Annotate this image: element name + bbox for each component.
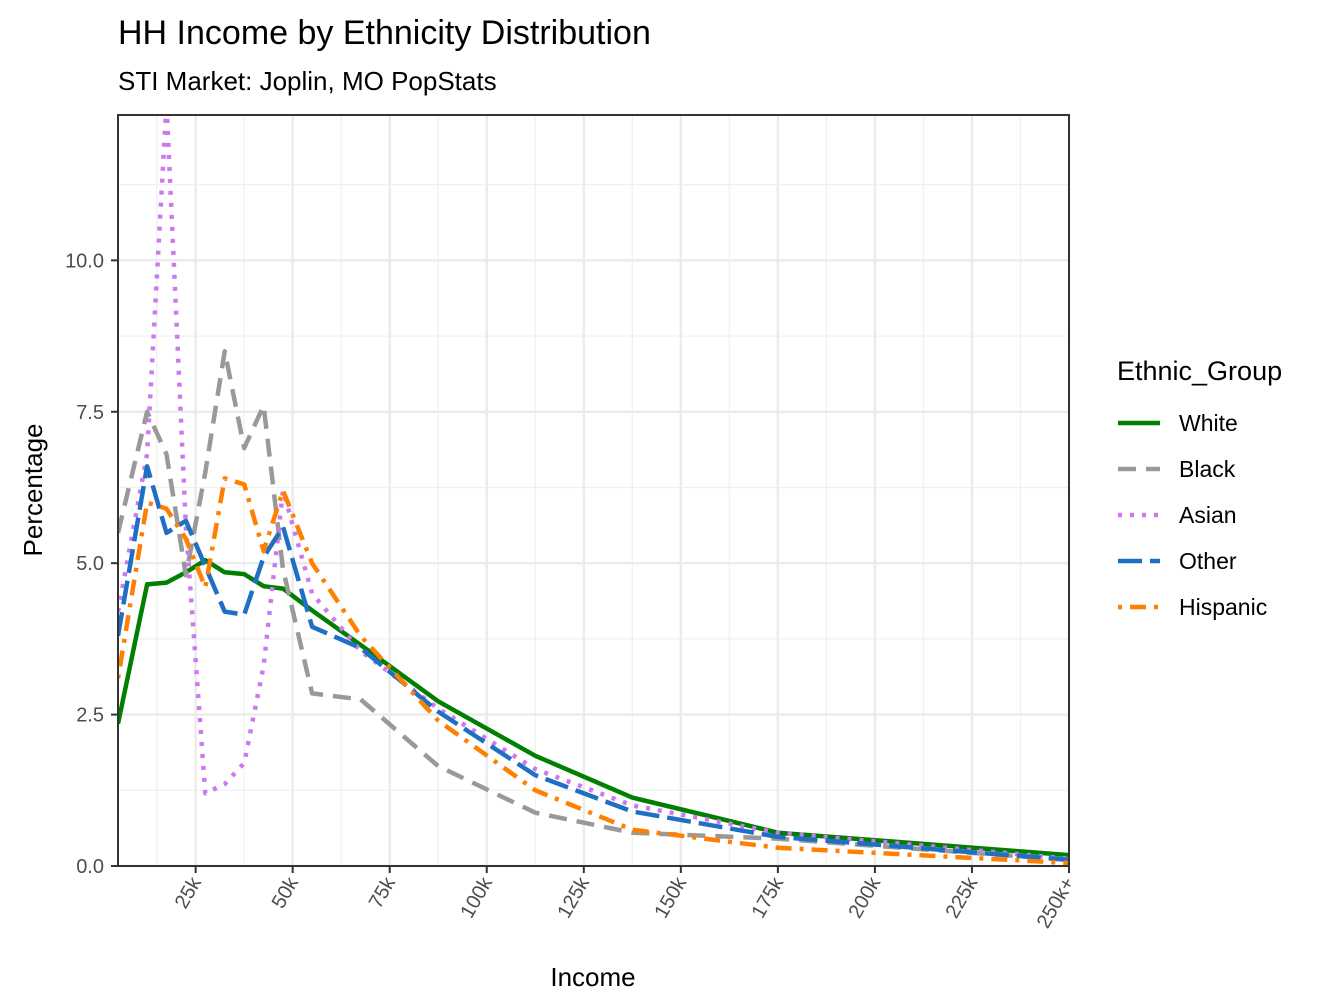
- panel-border: [117, 114, 1070, 867]
- chart-subtitle: STI Market: Joplin, MO PopStats: [118, 66, 497, 96]
- chart-title: HH Income by Ethnicity Distribution: [118, 14, 651, 52]
- plot-area: [118, 115, 1069, 866]
- series-line-black: [118, 348, 1069, 863]
- y-axis: 0.0 2.5 5.0 7.5 10.0: [65, 250, 118, 878]
- legend-label-other: Other: [1179, 548, 1237, 574]
- series-line-hispanic: [118, 476, 1069, 866]
- legend: Ethnic_Group White Black Asian Other Hispani…: [1117, 356, 1282, 620]
- x-tick-label: 50k: [268, 873, 304, 913]
- x-tick-label: 225k: [942, 873, 983, 922]
- x-axis: 25k 50k 75k 100k 125k 150k 175k 200k 225k 250k+: [171, 866, 1080, 933]
- x-axis-title: Income: [550, 962, 635, 992]
- y-tick-label: 2.5: [76, 705, 104, 727]
- x-tick-label: 125k: [553, 873, 594, 922]
- series-line-other: [118, 464, 1069, 863]
- minor-gridlines: [117, 115, 1069, 866]
- x-tick-label: 75k: [365, 873, 401, 913]
- y-tick-label: 5.0: [76, 553, 104, 575]
- legend-label-asian: Asian: [1179, 502, 1237, 528]
- y-tick-label: 0.0: [76, 856, 104, 878]
- x-tick-label: 25k: [171, 873, 207, 913]
- y-tick-label: 7.5: [76, 402, 104, 424]
- plot-background: [118, 115, 1069, 866]
- legend-title: Ethnic_Group: [1117, 356, 1282, 386]
- y-tick-label: 10.0: [65, 250, 104, 272]
- x-tick-label: 250k+: [1033, 874, 1080, 933]
- series-line-asian: [118, 115, 1069, 861]
- x-tick-label: 200k: [845, 873, 886, 922]
- plot-border: [117, 114, 1070, 867]
- x-tick-label: 175k: [747, 873, 788, 922]
- legend-label-hispanic: Hispanic: [1179, 594, 1267, 620]
- y-axis-title: Percentage: [18, 424, 48, 557]
- x-tick-label: 100k: [456, 873, 497, 922]
- legend-label-white: White: [1179, 410, 1238, 436]
- series-lines: [118, 115, 1069, 866]
- legend-label-black: Black: [1179, 456, 1236, 482]
- x-tick-label: 150k: [650, 873, 691, 922]
